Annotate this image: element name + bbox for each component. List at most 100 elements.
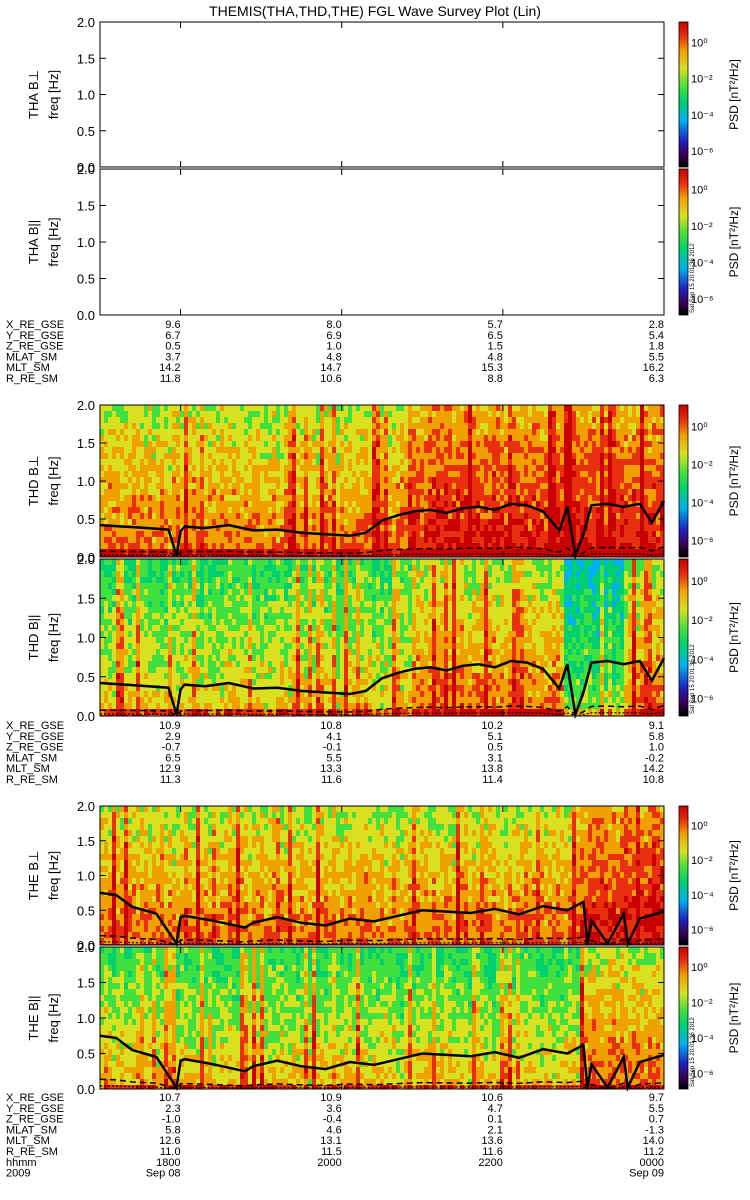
spectrogram-cell xyxy=(172,507,176,513)
spectrogram-cell xyxy=(340,441,344,447)
spectrogram-cell xyxy=(240,637,244,643)
spectrogram-cell xyxy=(240,537,244,543)
spectrogram-cell xyxy=(464,477,468,483)
spectrogram-cell xyxy=(588,453,592,459)
spectrogram-cell xyxy=(424,483,428,489)
spectrogram-cell xyxy=(400,531,404,537)
spectrogram-cell xyxy=(640,519,644,525)
spectrogram-cell xyxy=(628,537,632,543)
spectrogram-cell xyxy=(400,429,404,435)
spectrogram-cell xyxy=(232,643,236,649)
spectrogram-cell xyxy=(432,441,436,447)
spectrogram-cell xyxy=(180,459,184,465)
spectrogram-cell xyxy=(572,417,576,423)
spectrogram-cell xyxy=(116,405,120,411)
spectrogram-cell xyxy=(196,489,200,495)
spectrogram-cell xyxy=(416,411,420,417)
spectrogram-cell xyxy=(456,447,460,453)
spectrogram-cell xyxy=(480,537,484,543)
spectrogram-cell xyxy=(584,417,588,423)
spectrogram-cell xyxy=(396,453,400,459)
colorbar-tick-label: 10⁻⁴ xyxy=(691,257,714,269)
spectrogram-cell xyxy=(496,453,500,459)
spectrogram-cell xyxy=(320,435,324,441)
spectrogram-cell xyxy=(144,417,148,423)
spectrogram-cell xyxy=(332,489,336,495)
spectrogram-cell xyxy=(140,559,144,565)
spectrogram-cell xyxy=(192,601,196,607)
spectrogram-cell xyxy=(220,411,224,417)
spectrogram-cell xyxy=(588,429,592,435)
spectrogram-cell xyxy=(156,453,160,459)
spectrogram-cell xyxy=(132,417,136,423)
spectrogram-cell xyxy=(600,465,604,471)
spectrogram-cell xyxy=(336,423,340,429)
spectrogram-cell xyxy=(400,513,404,519)
spectrogram-cell xyxy=(580,507,584,513)
spectrogram-cell xyxy=(156,447,160,453)
spectrogram-cell xyxy=(280,477,284,483)
spectrogram-cell xyxy=(288,495,292,501)
spectrogram-cell xyxy=(172,405,176,411)
spectrogram-cell xyxy=(344,447,348,453)
spectrogram-cell xyxy=(136,459,140,465)
spectrogram-cell xyxy=(628,411,632,417)
spectrogram-cell xyxy=(108,555,112,557)
spectrogram-cell xyxy=(196,631,200,637)
spectrogram-cell xyxy=(268,643,272,649)
spectrogram-cell xyxy=(652,555,656,557)
spectrogram-cell xyxy=(236,489,240,495)
spectrogram-cell xyxy=(308,495,312,501)
spectrogram-cell xyxy=(420,465,424,471)
spectrogram-cell xyxy=(532,507,536,513)
spectrogram-cell xyxy=(484,405,488,411)
spectrogram-cell xyxy=(248,559,252,565)
spectrogram-cell xyxy=(224,583,228,589)
spectrogram-cell xyxy=(112,667,116,673)
spectrogram-cell xyxy=(252,435,256,441)
spectrogram-cell xyxy=(392,477,396,483)
spectrogram-cell xyxy=(596,507,600,513)
spectrogram-cell xyxy=(660,525,664,531)
spectrogram-cell xyxy=(120,447,124,453)
spectrogram-cell xyxy=(348,549,352,555)
spectrogram-cell xyxy=(412,405,416,411)
spectrogram-cell xyxy=(348,465,352,471)
spectrogram-cell xyxy=(236,637,240,643)
spectrogram-cell xyxy=(484,453,488,459)
spectrogram-cell xyxy=(100,477,104,483)
spectrogram-cell xyxy=(188,571,192,577)
spectrogram-cell xyxy=(296,483,300,489)
spectrogram-cell xyxy=(132,495,136,501)
spectrogram-cell xyxy=(596,471,600,477)
spectrogram-cell xyxy=(128,595,132,601)
spectrogram-cell xyxy=(496,447,500,453)
spectrogram-cell xyxy=(276,559,280,565)
spectrogram-cell xyxy=(424,543,428,549)
spectrogram-cell xyxy=(164,507,168,513)
spectrogram-cell xyxy=(588,489,592,495)
spectrogram-cell xyxy=(312,507,316,513)
spectrogram-cell xyxy=(456,423,460,429)
spectrogram-cell xyxy=(132,453,136,459)
spectrogram-cell xyxy=(644,435,648,441)
spectrogram-cell xyxy=(324,411,328,417)
spectrogram-cell xyxy=(120,673,124,679)
spectrogram-cell xyxy=(112,513,116,519)
spectrogram-cell xyxy=(168,601,172,607)
spectrogram-cell xyxy=(432,405,436,411)
spectrogram-cell xyxy=(140,459,144,465)
spectrogram-cell xyxy=(276,417,280,423)
spectrogram-cell xyxy=(288,525,292,531)
spectrogram-cell xyxy=(624,423,628,429)
spectrogram-cell xyxy=(512,411,516,417)
spectrogram-cell xyxy=(340,411,344,417)
spectrogram-cell xyxy=(164,417,168,423)
spectrogram-cell xyxy=(300,507,304,513)
spectrogram-cell xyxy=(508,441,512,447)
spectrogram-cell xyxy=(180,655,184,661)
spectrogram-cell xyxy=(176,661,180,667)
spectrogram-cell xyxy=(192,697,196,703)
spectrogram-cell xyxy=(488,549,492,555)
spectrogram-cell xyxy=(428,549,432,555)
